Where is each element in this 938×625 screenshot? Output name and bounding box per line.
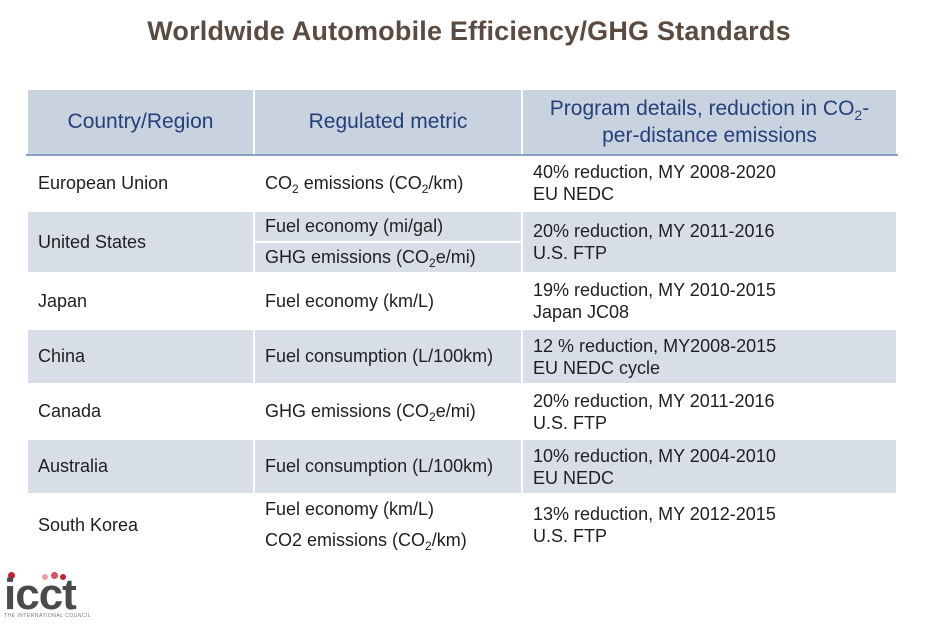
details-cell: 20% reduction, MY 2011-2016 U.S. FTP [521, 210, 898, 274]
metric-cell: GHG emissions (CO2e/mi) [253, 383, 523, 440]
table-row: South Korea Fuel economy (km/L) 13% redu… [26, 493, 898, 557]
country-cell: Australia [26, 438, 255, 495]
header-metric: Regulated metric [253, 88, 523, 156]
details-cell: 19% reduction, MY 2010-2015 Japan JC08 [521, 272, 898, 330]
table-row: CO2 emissions (CO2/km) [27, 524, 897, 557]
table-row: United States Fuel economy (mi/gal) 20% … [26, 210, 898, 274]
table-header-row: Country/Region Regulated metric Program … [26, 88, 898, 156]
details-cell: 12 % reduction, MY2008-2015 EU NEDC cycle [521, 328, 898, 385]
metric-cell: Fuel consumption (L/100km) [253, 438, 523, 495]
logo-wordmark: icct [4, 570, 77, 619]
metric-cell: CO2 emissions (CO2/km) [253, 524, 523, 557]
country-cell: Japan [26, 272, 255, 330]
metric-cell: GHG emissions (CO2e/mi) [253, 241, 523, 274]
metric-cell: CO2 emissions (CO2/km) [253, 154, 523, 212]
table-row: Canada GHG emissions (CO2e/mi) 20% reduc… [26, 383, 898, 440]
metric-cell: Fuel economy (km/L) [253, 272, 523, 330]
table-row: Australia Fuel consumption (L/100km) 10%… [26, 438, 898, 495]
table-row: GHG emissions (CO2e/mi) [27, 241, 897, 274]
header-details: Program details, reduction in CO2-per-di… [521, 88, 898, 156]
logo-tagline: THE INTERNATIONAL COUNCIL [4, 613, 92, 619]
table-row: European Union CO2 emissions (CO2/km) 40… [26, 154, 898, 212]
details-cell: 40% reduction, MY 2008-2020 EU NEDC [521, 154, 898, 212]
details-cell: 10% reduction, MY 2004-2010 EU NEDC [521, 438, 898, 495]
icct-logo: icct THE INTERNATIONAL COUNCIL [2, 570, 152, 620]
country-cell: United States [26, 210, 255, 274]
metric-cell: Fuel economy (km/L) [253, 493, 523, 526]
logo-dot [8, 572, 15, 579]
standards-table: Country/Region Regulated metric Program … [26, 88, 898, 557]
logo-dot [51, 572, 58, 579]
details-cell: 20% reduction, MY 2011-2016 U.S. FTP [521, 383, 898, 440]
table-row: China Fuel consumption (L/100km) 12 % re… [26, 328, 898, 385]
metric-cell: Fuel economy (mi/gal) [253, 210, 523, 243]
metric-cell: Fuel consumption (L/100km) [253, 328, 523, 385]
country-cell: China [26, 328, 255, 385]
header-country: Country/Region [26, 88, 255, 156]
logo-dot [60, 574, 66, 580]
country-cell: European Union [26, 154, 255, 212]
country-cell: Canada [26, 383, 255, 440]
logo-dot [42, 574, 48, 580]
table-row: Japan Fuel economy (km/L) 19% reduction,… [26, 272, 898, 330]
page-title: Worldwide Automobile Efficiency/GHG Stan… [147, 16, 791, 46]
details-cell: 13% reduction, MY 2012-2015 U.S. FTP [521, 493, 898, 557]
country-cell: South Korea [26, 493, 255, 557]
